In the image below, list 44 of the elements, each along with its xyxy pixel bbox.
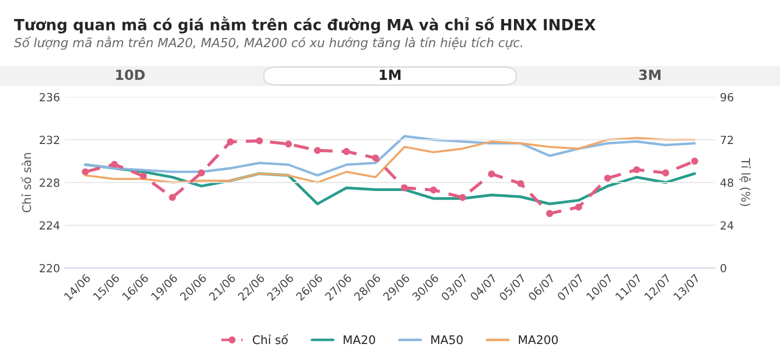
point	[546, 210, 554, 217]
y-tick-label: 232	[40, 136, 60, 144]
point	[633, 166, 640, 174]
point	[314, 146, 321, 154]
point	[198, 169, 205, 176]
point	[459, 194, 466, 201]
y2-tick-label: 0	[720, 264, 726, 272]
text: 10D	[116, 70, 145, 80]
legend-label: MA50	[431, 335, 463, 344]
legend-label: Chỉ số	[252, 334, 288, 344]
point	[372, 154, 379, 162]
y-tick-label: 236	[40, 92, 60, 102]
point	[488, 170, 496, 178]
point	[284, 140, 292, 148]
point	[662, 169, 670, 176]
point	[110, 160, 118, 168]
point	[140, 172, 147, 180]
point	[517, 180, 524, 188]
point	[82, 168, 89, 176]
chart-title: Tương quan mã có giá nằm trên các đường MA và chỉ số HNX INDEX	[14, 16, 596, 34]
y-tick-label: 228	[40, 178, 60, 187]
y-tick-label: 224	[40, 221, 60, 230]
y2-tick-label: 96	[720, 92, 734, 102]
chart-subtitle: Số lượng mã nằm trên MA20, MA50, MA200 có xu hướng tăng là tín hiệu tích cực.	[14, 36, 522, 50]
point	[604, 174, 612, 182]
y-axis-title: Chỉ số sàn	[20, 153, 32, 212]
point	[401, 184, 408, 192]
point	[575, 204, 582, 211]
point	[343, 148, 350, 155]
legend-label: MA20	[344, 335, 376, 344]
text: 1M	[380, 70, 400, 80]
line-series	[84, 134, 696, 177]
y2-tick-label: 72	[720, 136, 733, 144]
y2-tick-label: 48	[720, 178, 734, 187]
point	[691, 158, 698, 165]
point	[430, 186, 437, 194]
text: 3M	[639, 70, 660, 80]
y-tick-label: 220	[40, 264, 60, 272]
point	[168, 194, 176, 201]
y2-axis-title: Tỉ lệ (%)	[739, 158, 751, 206]
point	[226, 138, 234, 146]
point	[256, 137, 263, 144]
y2-tick-label: 24	[720, 221, 734, 230]
legend-label: MA200	[518, 335, 558, 344]
